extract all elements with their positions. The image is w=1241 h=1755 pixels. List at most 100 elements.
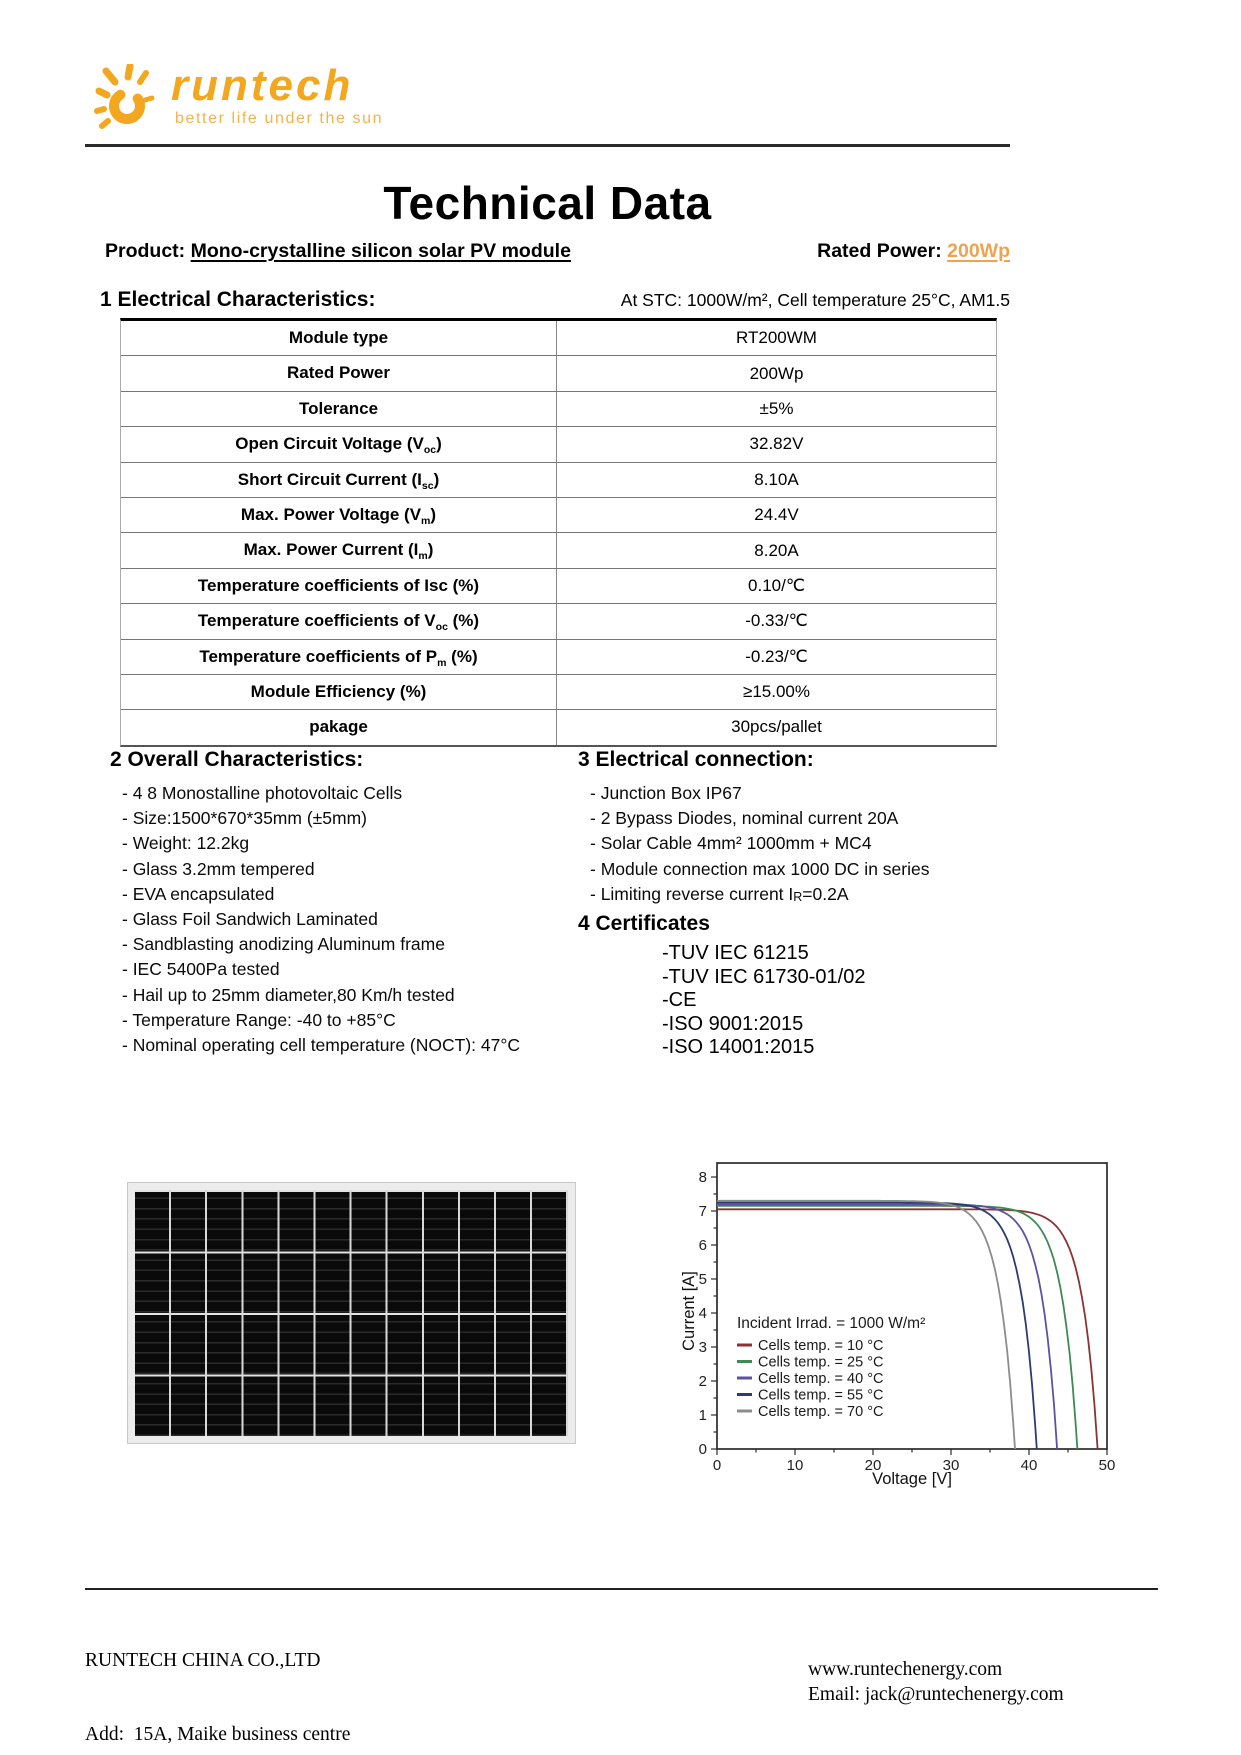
connection-heading: 3 Electrical connection: [578, 748, 814, 771]
product-row: Product: Mono-crystalline silicon solar … [105, 240, 1010, 263]
table-row: Temperature coefficients of Pm (%) -0.23… [121, 639, 996, 675]
footer-contact-block: www.runtechenergy.com Email: jack@runtec… [808, 1658, 1064, 1707]
svg-text:Cells temp. = 10 °C: Cells temp. = 10 °C [758, 1338, 883, 1354]
iv-curve-chart: 0 10 20 30 40 50 0 1 2 3 4 5 6 7 8 Cells temp. = 10 °C C… [640, 1140, 1140, 1510]
electrical-connection-section: 3 Electrical connection: - Junction Box … [578, 748, 1018, 910]
svg-text:Cells temp. = 55 °C: Cells temp. = 55 °C [758, 1388, 883, 1404]
svg-text:8: 8 [699, 1169, 707, 1186]
list-item: - Module connection max 1000 DC in serie… [590, 858, 930, 879]
table-row: Short Circuit Current (Isc) 8.10A [121, 462, 996, 498]
svg-text:Cells temp. = 40 °C: Cells temp. = 40 °C [758, 1371, 883, 1387]
product-value: Mono-crystalline silicon solar PV module [190, 240, 571, 262]
table-row: Rated Power 200Wp [121, 356, 996, 392]
certificate-item: -ISO 14001:2015 [662, 1036, 815, 1058]
list-item: - EVA encapsulated [122, 883, 275, 904]
table-value: RT200WM [736, 328, 817, 348]
list-item: - Nominal operating cell temperature (NO… [122, 1035, 520, 1056]
svg-text:Incident Irrad. = 1000 W/m²: Incident Irrad. = 1000 W/m² [737, 1315, 925, 1332]
svg-text:0: 0 [713, 1457, 721, 1474]
connection-list: - Junction Box IP67 - 2 Bypass Diodes, n… [578, 781, 1018, 910]
logo-tagline: better life under the sun [175, 110, 384, 127]
stc-condition: At STC: 1000W/m², Cell temperature 25°C,… [620, 290, 1010, 310]
page-title: Technical Data [383, 177, 712, 229]
certificate-item: -TUV IEC 61730-01/02 [662, 965, 866, 988]
overall-list: - 4 8 Monostalline photovoltaic Cells - … [110, 781, 580, 1058]
svg-text:20: 20 [865, 1457, 882, 1474]
svg-text:40: 40 [1021, 1457, 1038, 1474]
electrical-heading-row: 1 Electrical Characteristics: At STC: 10… [100, 288, 1010, 312]
table-value: 24.4V [754, 505, 799, 525]
svg-text:Current [A]: Current [A] [680, 1271, 698, 1351]
electrical-table: Module type RT200WM Rated Power 200Wp To… [120, 318, 997, 747]
list-item: - Temperature Range: -40 to +85°C [122, 1009, 396, 1030]
product-label: Product: [105, 240, 186, 262]
table-row: pakage 30pcs/pallet [121, 710, 996, 745]
product-field: Product: Mono-crystalline silicon solar … [105, 240, 571, 263]
table-row: Temperature coefficients of Isc (%) 0.10… [121, 568, 996, 605]
table-value: -0.23/℃ [745, 646, 808, 666]
list-item: - Weight: 12.2kg [122, 833, 250, 854]
header-rule [85, 144, 1010, 147]
svg-text:1: 1 [699, 1407, 707, 1424]
list-item: - Hail up to 25mm diameter,80 Km/h teste… [122, 984, 455, 1005]
list-item: - Solar Cable 4mm² 1000mm + MC4 [590, 833, 872, 854]
table-value: ≥15.00% [743, 682, 810, 702]
table-value: 0.10/℃ [748, 575, 805, 595]
svg-text:3: 3 [699, 1339, 707, 1356]
solar-panel-image [127, 1182, 576, 1444]
table-row: Temperature coefficients of Voc (%) -0.3… [121, 604, 996, 640]
certificates-list: -TUV IEC 61215 -TUV IEC 61730-01/02 -CE … [662, 942, 865, 1060]
rated-power-label: Rated Power: [817, 240, 942, 262]
list-item: - Limiting reverse current IR=0.2A [590, 883, 849, 904]
table-row: Max. Power Voltage (Vm) 24.4V [121, 497, 996, 534]
electrical-heading: 1 Electrical Characteristics: [100, 288, 376, 311]
table-value: 200Wp [749, 363, 804, 383]
certificates-heading: 4 Certificates [578, 912, 710, 935]
table-row: Module Efficiency (%) ≥15.00% [121, 674, 996, 711]
table-value: -0.33/℃ [745, 611, 808, 631]
table-value: ±5% [759, 398, 794, 418]
list-item: - Sandblasting anodizing Aluminum frame [122, 934, 445, 955]
svg-text:6: 6 [699, 1237, 707, 1254]
footer-company-line: RUNTECH CHINA CO.,LTD [85, 1650, 321, 1671]
certificate-item: -ISO 9001:2015 [662, 1012, 804, 1035]
footer-rule [85, 1588, 1158, 1590]
list-item: - Junction Box IP67 [590, 783, 742, 803]
svg-text:Cells temp. = 70 °C: Cells temp. = 70 °C [758, 1404, 883, 1420]
logo-name: runtech [171, 61, 354, 110]
footer-email: Email: jack@runtechenergy.com [808, 1683, 1064, 1705]
svg-text:0: 0 [699, 1441, 707, 1458]
footer-website: www.runtechenergy.com [808, 1659, 1003, 1680]
table-row: Tolerance ±5% [121, 391, 996, 428]
list-item: - IEC 5400Pa tested [122, 959, 280, 980]
certificate-item: -TUV IEC 61215 [662, 942, 809, 964]
table-value: 8.10A [754, 469, 799, 489]
rated-power-value: 200Wp [947, 240, 1010, 262]
table-value: 32.82V [749, 434, 804, 454]
rated-power-field: Rated Power: 200Wp [817, 240, 1010, 263]
svg-text:2: 2 [699, 1373, 707, 1390]
svg-text:50: 50 [1099, 1457, 1116, 1474]
list-item: - Glass Foil Sandwich Laminated [122, 909, 378, 930]
table-row: Module type RT200WM [121, 321, 996, 357]
svg-text:10: 10 [787, 1457, 804, 1474]
logo-text: runtech better life under the sun [171, 64, 383, 128]
svg-text:30: 30 [943, 1457, 960, 1474]
svg-text:7: 7 [699, 1203, 707, 1220]
svg-text:Voltage [V]: Voltage [V] [872, 1470, 952, 1488]
overall-heading: 2 Overall Characteristics: [110, 748, 364, 771]
footer-company-block: RUNTECH CHINA CO.,LTD Add: 15A, Maike bu… [85, 1600, 377, 1755]
list-item: - 4 8 Monostalline photovoltaic Cells [122, 783, 403, 803]
certificate-item: -CE [662, 989, 697, 1011]
overall-characteristics-section: 2 Overall Characteristics: - 4 8 Monosta… [110, 748, 580, 1058]
svg-text:Cells temp. = 25 °C: Cells temp. = 25 °C [758, 1355, 883, 1371]
table-value: 30pcs/pallet [731, 717, 822, 737]
table-value: 8.20A [754, 540, 799, 560]
logo: runtech better life under the sun [93, 62, 383, 135]
svg-text:5: 5 [699, 1271, 707, 1288]
table-row: Open Circuit Voltage (Voc) 32.82V [121, 427, 996, 463]
footer-address-line: Add: 15A, Maike business centre [85, 1723, 351, 1745]
list-item: - 2 Bypass Diodes, nominal current 20A [590, 808, 899, 829]
